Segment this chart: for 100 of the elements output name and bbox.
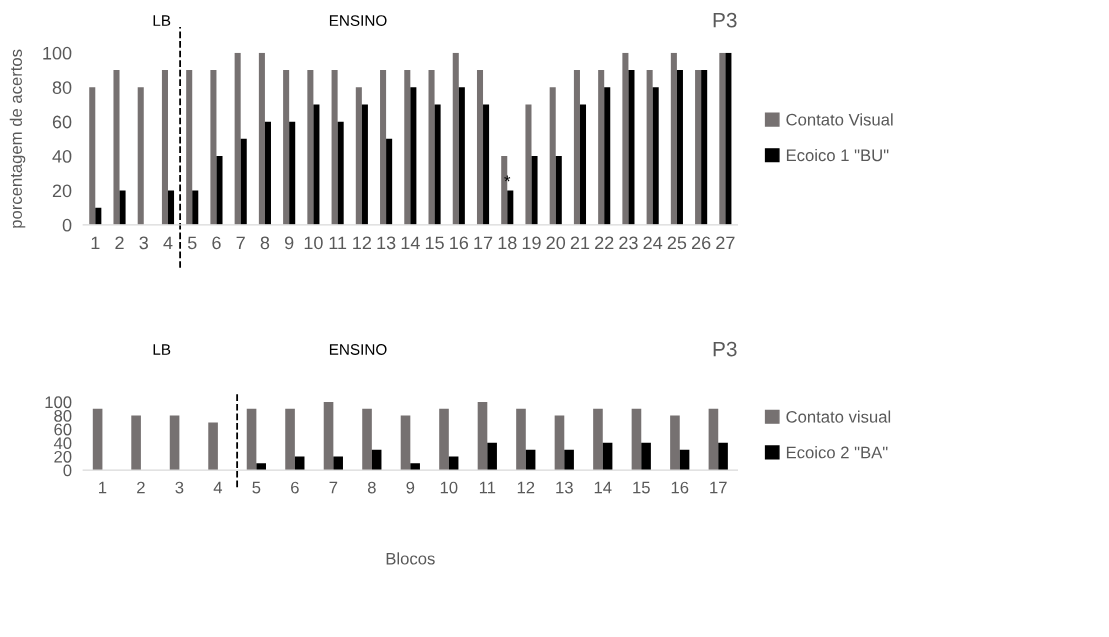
bar — [216, 156, 223, 225]
y-tick-label: 60 — [52, 115, 72, 129]
bar — [331, 70, 338, 225]
y-tick-label: 60 — [54, 423, 72, 436]
bar — [186, 70, 193, 225]
x-tick-label: 26 — [692, 236, 711, 250]
bar — [246, 408, 257, 471]
chart-title: P3 — [713, 341, 737, 357]
x-tick-label: 7 — [236, 236, 245, 250]
bar — [507, 190, 514, 225]
x-tick-label: 13 — [377, 236, 396, 250]
x-tick-label: 7 — [329, 481, 338, 494]
x-tick-label: 21 — [570, 236, 590, 250]
y-tick-label: 0 — [62, 218, 72, 232]
x-tick-label: 10 — [440, 481, 458, 494]
bar — [258, 52, 265, 225]
x-tick-label: 19 — [522, 236, 541, 250]
bar — [410, 87, 417, 225]
legend-label: Contato Visual — [786, 113, 893, 126]
bar — [313, 104, 320, 225]
bar — [355, 87, 362, 225]
bar — [695, 70, 702, 225]
bar — [531, 156, 538, 225]
bar — [362, 408, 372, 471]
bar — [92, 408, 103, 471]
annotation: * — [504, 175, 511, 182]
x-tick-label: 10 — [304, 236, 323, 250]
bar — [119, 190, 126, 225]
x-tick-label: 4 — [163, 236, 173, 250]
bar — [708, 408, 719, 471]
bar — [380, 70, 387, 225]
bar — [483, 104, 490, 225]
bar — [718, 442, 728, 471]
x-tick-label: 5 — [187, 236, 197, 250]
bar — [285, 408, 295, 471]
y-tick-label: 40 — [52, 150, 72, 163]
bar — [161, 70, 168, 225]
y-tick-label: 20 — [52, 184, 72, 198]
x-tick-label: 11 — [329, 236, 347, 250]
x-tick-label: 27 — [716, 236, 735, 250]
x-tick-label: 6 — [212, 236, 221, 250]
x-tick-label: 15 — [633, 481, 650, 494]
x-tick-label: 16 — [671, 481, 689, 494]
bar — [400, 415, 411, 471]
bar — [256, 463, 266, 471]
bar — [564, 449, 574, 471]
bar — [516, 408, 526, 471]
bar — [264, 121, 271, 225]
chart-title: P3 — [713, 12, 737, 28]
bar — [234, 52, 241, 225]
x-tick-label: 17 — [710, 481, 727, 494]
x-tick-label: 13 — [556, 481, 573, 494]
y-tick-label: 100 — [43, 46, 72, 60]
bar — [283, 70, 290, 225]
bar — [333, 456, 343, 471]
bar — [289, 121, 296, 225]
x-tick-label: 1 — [99, 481, 107, 494]
x-tick-label: 15 — [425, 236, 444, 250]
x-tick-label: 1 — [91, 236, 100, 250]
x-tick-label: 9 — [284, 236, 294, 250]
bar — [701, 70, 708, 225]
bar — [487, 442, 497, 471]
x-tick-label: 2 — [137, 481, 145, 494]
bar — [604, 87, 611, 225]
bar — [337, 121, 344, 225]
text: ENSINO — [329, 344, 387, 355]
bar — [631, 408, 642, 471]
x-tick-label: 3 — [139, 236, 148, 250]
bar — [725, 52, 732, 225]
x-tick-label: 8 — [260, 236, 270, 250]
x-axis-title: Blocos — [386, 552, 435, 565]
bar — [452, 52, 459, 225]
y-tick-label: 100 — [45, 396, 72, 409]
bar — [554, 415, 565, 471]
bar — [525, 104, 532, 225]
y-tick-label: 40 — [53, 437, 72, 450]
bar — [641, 442, 651, 471]
x-tick-label: 23 — [619, 236, 638, 250]
bar — [458, 87, 465, 225]
bar — [501, 156, 508, 225]
x-tick-label: 6 — [291, 481, 299, 494]
bar — [361, 104, 368, 225]
bar — [477, 401, 488, 471]
bar — [386, 138, 393, 225]
x-tick-label: 14 — [401, 236, 420, 250]
x-tick-label: 20 — [546, 236, 566, 250]
bar — [323, 401, 334, 471]
x-tick-label: 12 — [517, 481, 535, 494]
x-tick-label: 3 — [175, 481, 184, 494]
x-tick-label: 17 — [474, 236, 493, 250]
bar — [169, 415, 180, 471]
x-tick-label: 9 — [406, 481, 415, 494]
bar — [670, 52, 677, 225]
bar — [131, 415, 141, 471]
x-tick-label: 4 — [213, 481, 223, 494]
bar — [210, 70, 217, 225]
bar — [428, 70, 435, 225]
x-tick-label: 18 — [498, 236, 517, 250]
legend-label: Contato visual — [786, 410, 891, 423]
x-tick-label: 8 — [367, 481, 376, 494]
